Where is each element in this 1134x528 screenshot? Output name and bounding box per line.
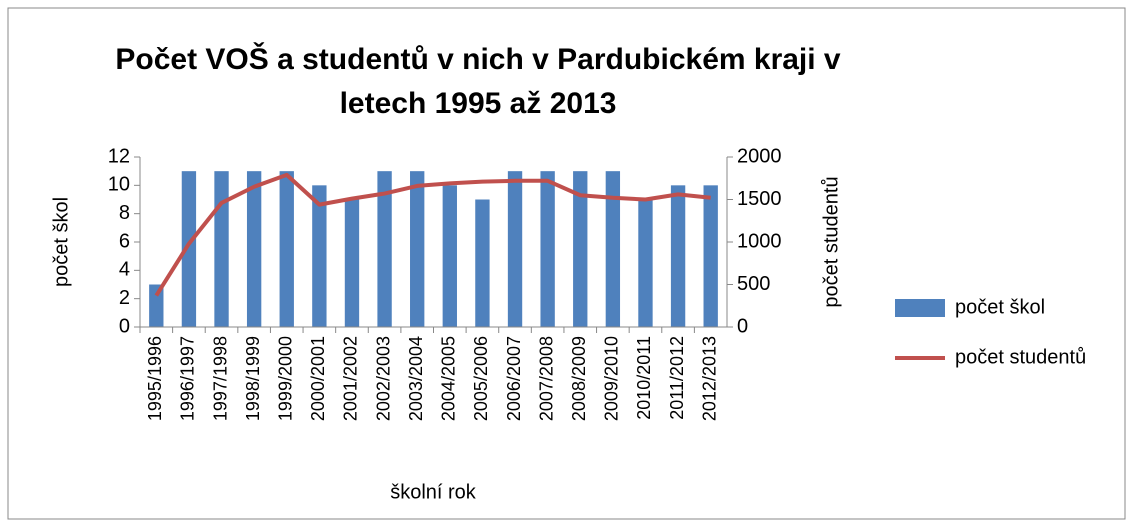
bar <box>410 171 425 327</box>
chart-border <box>7 7 1126 520</box>
bar <box>540 171 555 327</box>
x-tick-label: 2010/2011 <box>634 336 654 420</box>
bar <box>312 185 327 327</box>
y2-tick-label: 0 <box>737 315 748 337</box>
bar <box>442 185 457 327</box>
legend-label: počet škol <box>955 296 1045 318</box>
chart-title: Počet VOŠ a studentů v nich v Pardubické… <box>115 43 841 120</box>
y-tick-label: 4 <box>119 259 130 281</box>
bar <box>573 171 588 327</box>
x-tick-label: 1995/1996 <box>145 336 165 421</box>
x-tick-label: 2003/2004 <box>406 336 426 421</box>
x-tick-label: 1998/1999 <box>243 336 263 421</box>
y2-tick-label: 1000 <box>737 230 782 252</box>
legend-label: počet studentů <box>955 346 1086 368</box>
y2-tick-label: 500 <box>737 273 770 295</box>
x-tick-label: 2005/2006 <box>471 336 491 421</box>
bar <box>149 284 164 327</box>
bar <box>703 185 718 327</box>
y2-axis-label: počet studentů <box>820 176 842 307</box>
y2-tick-label: 2000 <box>737 145 782 167</box>
bar <box>181 171 197 327</box>
x-tick-label: 2000/2001 <box>308 336 328 421</box>
bar <box>377 171 392 327</box>
bar <box>214 171 229 327</box>
x-axis-label: školní rok <box>390 481 477 503</box>
x-tick-label: 2011/2012 <box>667 336 687 420</box>
bar <box>670 185 686 327</box>
bar <box>344 199 360 327</box>
x-tick-label: 2001/2002 <box>341 336 361 421</box>
line-series <box>154 172 711 297</box>
x-tick-label: 2009/2010 <box>602 336 622 421</box>
bar <box>279 171 294 327</box>
bar <box>638 199 653 327</box>
y-axis-label: počet škol <box>50 197 72 287</box>
y-tick-label: 6 <box>119 230 130 252</box>
x-tick-label: 2002/2003 <box>373 336 393 421</box>
x-tick-label: 1997/1998 <box>210 336 230 421</box>
x-tick-label: 1999/2000 <box>276 336 296 421</box>
y-tick-label: 8 <box>119 202 130 224</box>
y-tick-label: 0 <box>119 315 130 337</box>
y2-tick-label: 1500 <box>737 188 782 210</box>
x-tick-label: 2012/2013 <box>699 336 719 421</box>
x-tick-label: 1996/1997 <box>178 336 198 421</box>
bar <box>475 199 490 327</box>
bar <box>507 171 523 327</box>
x-tick-label: 2004/2005 <box>439 336 459 421</box>
x-tick-label: 2008/2009 <box>569 336 589 421</box>
y-tick-label: 12 <box>108 145 130 167</box>
y-tick-label: 10 <box>108 174 130 196</box>
legend-swatch <box>895 299 945 317</box>
x-tick-label: 2007/2008 <box>536 336 556 421</box>
y-tick-label: 2 <box>119 287 130 309</box>
bar <box>246 171 262 327</box>
bar <box>605 171 621 327</box>
x-tick-label: 2006/2007 <box>504 336 524 421</box>
